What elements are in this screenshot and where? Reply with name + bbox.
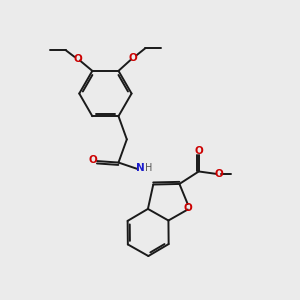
Text: H: H (146, 163, 153, 173)
Text: O: O (194, 146, 203, 156)
Text: O: O (88, 155, 97, 166)
Text: O: O (128, 53, 137, 63)
Text: O: O (74, 54, 82, 64)
Text: N: N (136, 163, 144, 173)
Text: O: O (184, 203, 193, 213)
Text: O: O (214, 169, 223, 179)
